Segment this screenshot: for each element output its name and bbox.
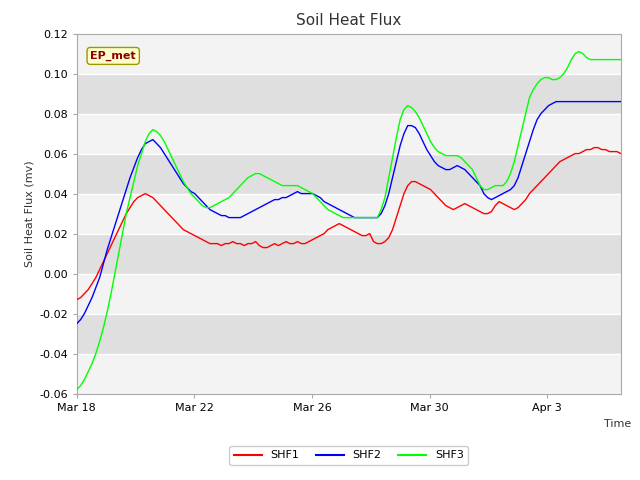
SHF3 [111,271,118,276]
Bar [77,193,621,234]
Bar [77,313,621,354]
Title: Soil Heat Flux: Soil Heat Flux [296,13,401,28]
Line: SHF1: SHF1 [77,147,621,300]
SHF2 [552,99,560,105]
SHF2 [518,163,525,168]
SHF2 [111,223,118,228]
Bar [77,274,621,313]
SHF3 [617,57,625,62]
Bar [77,154,621,193]
SHF1 [590,144,598,150]
X-axis label: Time: Time [604,419,632,429]
Bar [77,354,621,394]
SHF2 [241,213,248,218]
SHF3 [153,129,161,134]
Line: SHF3: SHF3 [77,51,621,390]
SHF3 [461,159,468,165]
SHF1 [617,151,625,156]
Line: SHF2: SHF2 [77,102,621,324]
SHF2 [511,183,518,189]
Bar [77,234,621,274]
Text: EP_met: EP_met [90,51,136,61]
SHF2 [73,321,81,326]
SHF1 [153,199,161,204]
SHF3 [518,127,525,132]
SHF2 [617,99,625,105]
SHF3 [73,387,81,393]
Bar [77,114,621,154]
SHF1 [73,297,81,302]
Bar [77,73,621,114]
Legend: SHF1, SHF2, SHF3: SHF1, SHF2, SHF3 [229,446,468,465]
SHF1 [518,201,525,206]
Y-axis label: Soil Heat Flux (mv): Soil Heat Flux (mv) [25,160,35,267]
SHF3 [511,159,518,165]
SHF2 [153,141,161,146]
SHF1 [511,207,518,213]
SHF1 [461,201,468,206]
Bar [77,34,621,73]
SHF1 [111,235,118,240]
SHF3 [575,48,583,54]
SHF1 [241,243,248,249]
SHF2 [461,167,468,172]
SHF3 [241,179,248,184]
